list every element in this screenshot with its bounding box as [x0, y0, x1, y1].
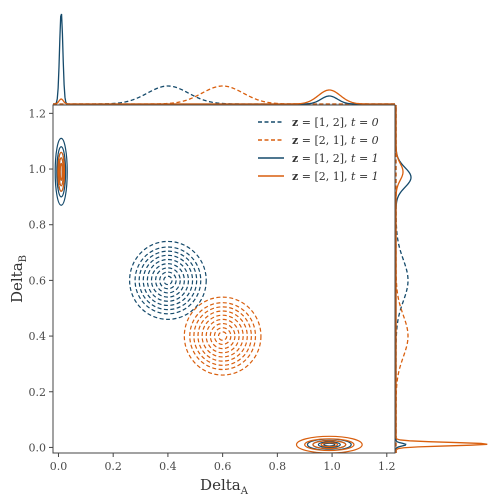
legend: z = [1, 2], t = 0 z = [2, 1], t = 0 z = [1…: [258, 116, 379, 183]
legend-entry: z = [2, 1], t = 1: [292, 170, 379, 183]
contour-line: [317, 441, 341, 449]
contour-line: [304, 438, 355, 452]
top-marginal-density-line: [53, 13, 395, 105]
y-axis: 0.0 0.2 0.4 0.6 0.8 1.0 1.2: [29, 107, 53, 454]
y-tick-label: 1.0: [29, 163, 47, 176]
contour-line: [163, 275, 173, 286]
contour-line: [189, 302, 257, 371]
x-tick-label: 0.6: [214, 460, 232, 473]
contour-line: [312, 440, 347, 450]
right-marginal-density-line: [395, 105, 488, 453]
y-tick-label: 0.8: [29, 219, 47, 232]
contour-line: [54, 137, 68, 206]
contour-line: [205, 318, 240, 354]
contour-line: [56, 146, 67, 198]
contour-line: [59, 162, 63, 181]
contour-layer: [54, 137, 363, 453]
x-tick-label: 1.0: [323, 460, 341, 473]
x-tick-label: 0.2: [104, 460, 122, 473]
top-marginal-density-line: [53, 85, 395, 105]
contour-line: [129, 240, 207, 320]
y-tick-label: 0.6: [29, 274, 47, 287]
legend-entry: z = [1, 2], t = 1: [292, 152, 379, 165]
x-axis-label: DeltaA: [200, 476, 249, 497]
contour-line: [57, 151, 66, 192]
legend-entry: z = [2, 1], t = 0: [292, 134, 379, 147]
x-axis: 0.0 0.2 0.4 0.6 0.8 1.0 1.2: [50, 453, 396, 473]
contour-line: [213, 327, 232, 346]
top-marginal-plot: [52, 13, 395, 105]
contour-line: [295, 435, 363, 453]
y-tick-label: 0.0: [29, 441, 47, 454]
x-tick-label: 0.8: [269, 460, 287, 473]
contour-line: [209, 322, 236, 350]
contour-line: [323, 442, 336, 447]
contour-line: [150, 263, 185, 298]
contour-line: [197, 310, 248, 362]
right-marginal-density-line: [395, 105, 412, 453]
contour-line: [58, 157, 64, 187]
contour-line: [155, 267, 181, 294]
contour-line: [146, 258, 190, 302]
y-tick-label: 1.2: [29, 107, 47, 120]
contour-line: [134, 246, 202, 315]
contour-line: [138, 250, 198, 311]
contour-line: [217, 331, 228, 341]
legend-entry: z = [1, 2], t = 0: [292, 116, 379, 129]
x-tick-label: 0.0: [50, 460, 68, 473]
y-axis-label: DeltaB: [8, 255, 29, 303]
top-marginal-density-line: [52, 89, 395, 105]
plot-frame: [52, 104, 396, 454]
contour-line: [159, 271, 177, 290]
right-marginal-plot: [395, 105, 488, 453]
y-tick-label: 0.4: [29, 330, 47, 343]
x-tick-label: 0.4: [159, 460, 177, 473]
contour-line: [201, 314, 244, 358]
contour-line: [320, 442, 339, 448]
contour-line: [183, 296, 262, 376]
main-plot-area: [52, 104, 396, 454]
x-tick-label: 1.2: [378, 460, 396, 473]
contour-line: [142, 254, 194, 307]
contour-line: [193, 306, 252, 366]
top-marginal-density-line: [53, 85, 395, 105]
y-tick-label: 0.2: [29, 386, 47, 399]
